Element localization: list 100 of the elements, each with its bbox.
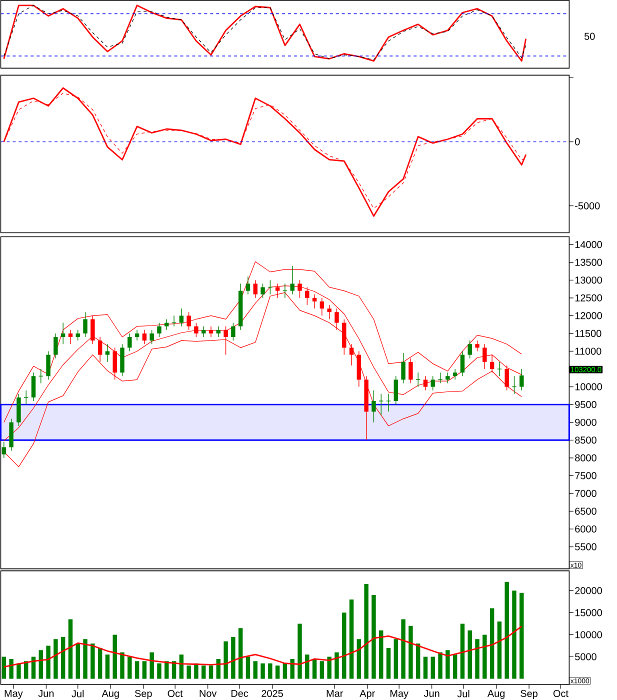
bar [260, 663, 265, 679]
x-tick-label: Jun [38, 690, 54, 697]
candlestick [112, 347, 117, 380]
candlestick [401, 352, 406, 384]
y-tick-label: 9500 [575, 401, 596, 408]
y-tick-label: 8500 [575, 436, 596, 444]
bar [349, 599, 354, 679]
bar [460, 624, 465, 679]
y-tick-label: 8000 [575, 454, 596, 462]
x-tick-label: Oct [553, 690, 568, 698]
candlestick [186, 312, 191, 330]
y-tick-label: 13000 [575, 276, 602, 284]
candlestick [446, 372, 450, 384]
candlestick [54, 333, 58, 359]
candlestick [253, 280, 258, 298]
candlestick [452, 368, 458, 380]
candlestick [468, 340, 472, 359]
x-tick-label: Oct [168, 690, 183, 698]
candlestick [496, 362, 502, 376]
candlestick [98, 336, 102, 362]
candlestick [60, 322, 66, 344]
bar [268, 663, 272, 679]
candlestick [378, 394, 384, 416]
bar [98, 648, 102, 679]
bar [157, 663, 162, 679]
bar [282, 663, 288, 679]
candlestick [150, 330, 154, 344]
bar [201, 666, 206, 679]
bar [386, 648, 391, 679]
bar [105, 654, 110, 679]
candlestick [179, 308, 184, 327]
y-tick-label: 15000 [575, 609, 602, 616]
bar [142, 661, 147, 679]
candlestick [194, 322, 198, 338]
x-tick-label: 2025 [262, 690, 283, 698]
bar [83, 639, 88, 679]
candlestick [105, 344, 110, 362]
y-tick-label: 6000 [575, 525, 596, 533]
candlestick [83, 312, 88, 338]
bar [408, 626, 413, 679]
bar [504, 582, 509, 679]
candlestick [164, 318, 169, 330]
candlestick [290, 266, 294, 295]
y-tick-label: 0 [575, 138, 580, 146]
candlestick [394, 376, 398, 405]
x-tick-label: Aug [487, 690, 504, 699]
candlestick [504, 365, 509, 391]
bar [452, 654, 458, 679]
bar [364, 584, 368, 679]
candlestick [216, 326, 220, 338]
bar [60, 636, 66, 679]
bar [179, 654, 184, 679]
bar [475, 639, 480, 679]
candlestick [31, 372, 36, 402]
bar [2, 656, 6, 679]
candlestick [90, 315, 95, 344]
bar [120, 652, 124, 679]
x-tick-label: Jun [424, 690, 440, 697]
x-tick-label: Jul [457, 690, 470, 698]
candlestick [128, 333, 132, 352]
y-tick-label: 5000 [575, 653, 596, 660]
bar [356, 639, 362, 679]
candlestick [349, 344, 354, 366]
y-tick-label: 10000 [575, 631, 602, 638]
x-tick-label: May [4, 690, 23, 699]
bar [186, 666, 191, 679]
x-tick-label: Mar [326, 690, 344, 697]
bar [378, 630, 384, 679]
y-tick-label: 11000 [575, 348, 602, 355]
bar [334, 652, 339, 679]
bar [401, 619, 406, 679]
candlestick [208, 326, 214, 338]
y-tick-label: 6500 [575, 508, 596, 515]
candlestick [320, 298, 324, 316]
bar [468, 630, 472, 679]
bar [54, 639, 58, 679]
candlestick [482, 344, 487, 370]
x-tick-label: May [390, 690, 408, 699]
candlestick [490, 354, 494, 373]
candlestick [260, 283, 265, 298]
bar [372, 595, 376, 679]
candlestick [520, 368, 524, 391]
x-tick-label: Aug [102, 690, 119, 699]
bar [520, 592, 524, 679]
candlestick [327, 304, 332, 320]
x-tick-label: Sep [134, 690, 152, 699]
bar [9, 658, 14, 679]
bar [16, 663, 21, 679]
candlestick [134, 330, 140, 341]
y-tick-label: 12500 [575, 294, 602, 302]
text: 50 [584, 32, 595, 40]
bar [231, 636, 236, 679]
bar [38, 650, 43, 679]
bar [150, 652, 154, 679]
candlestick [408, 358, 413, 384]
bar [490, 608, 494, 679]
bar [394, 639, 398, 679]
candlestick [231, 322, 236, 341]
x-tick-label: Sep [520, 690, 538, 699]
candlestick [76, 330, 80, 341]
